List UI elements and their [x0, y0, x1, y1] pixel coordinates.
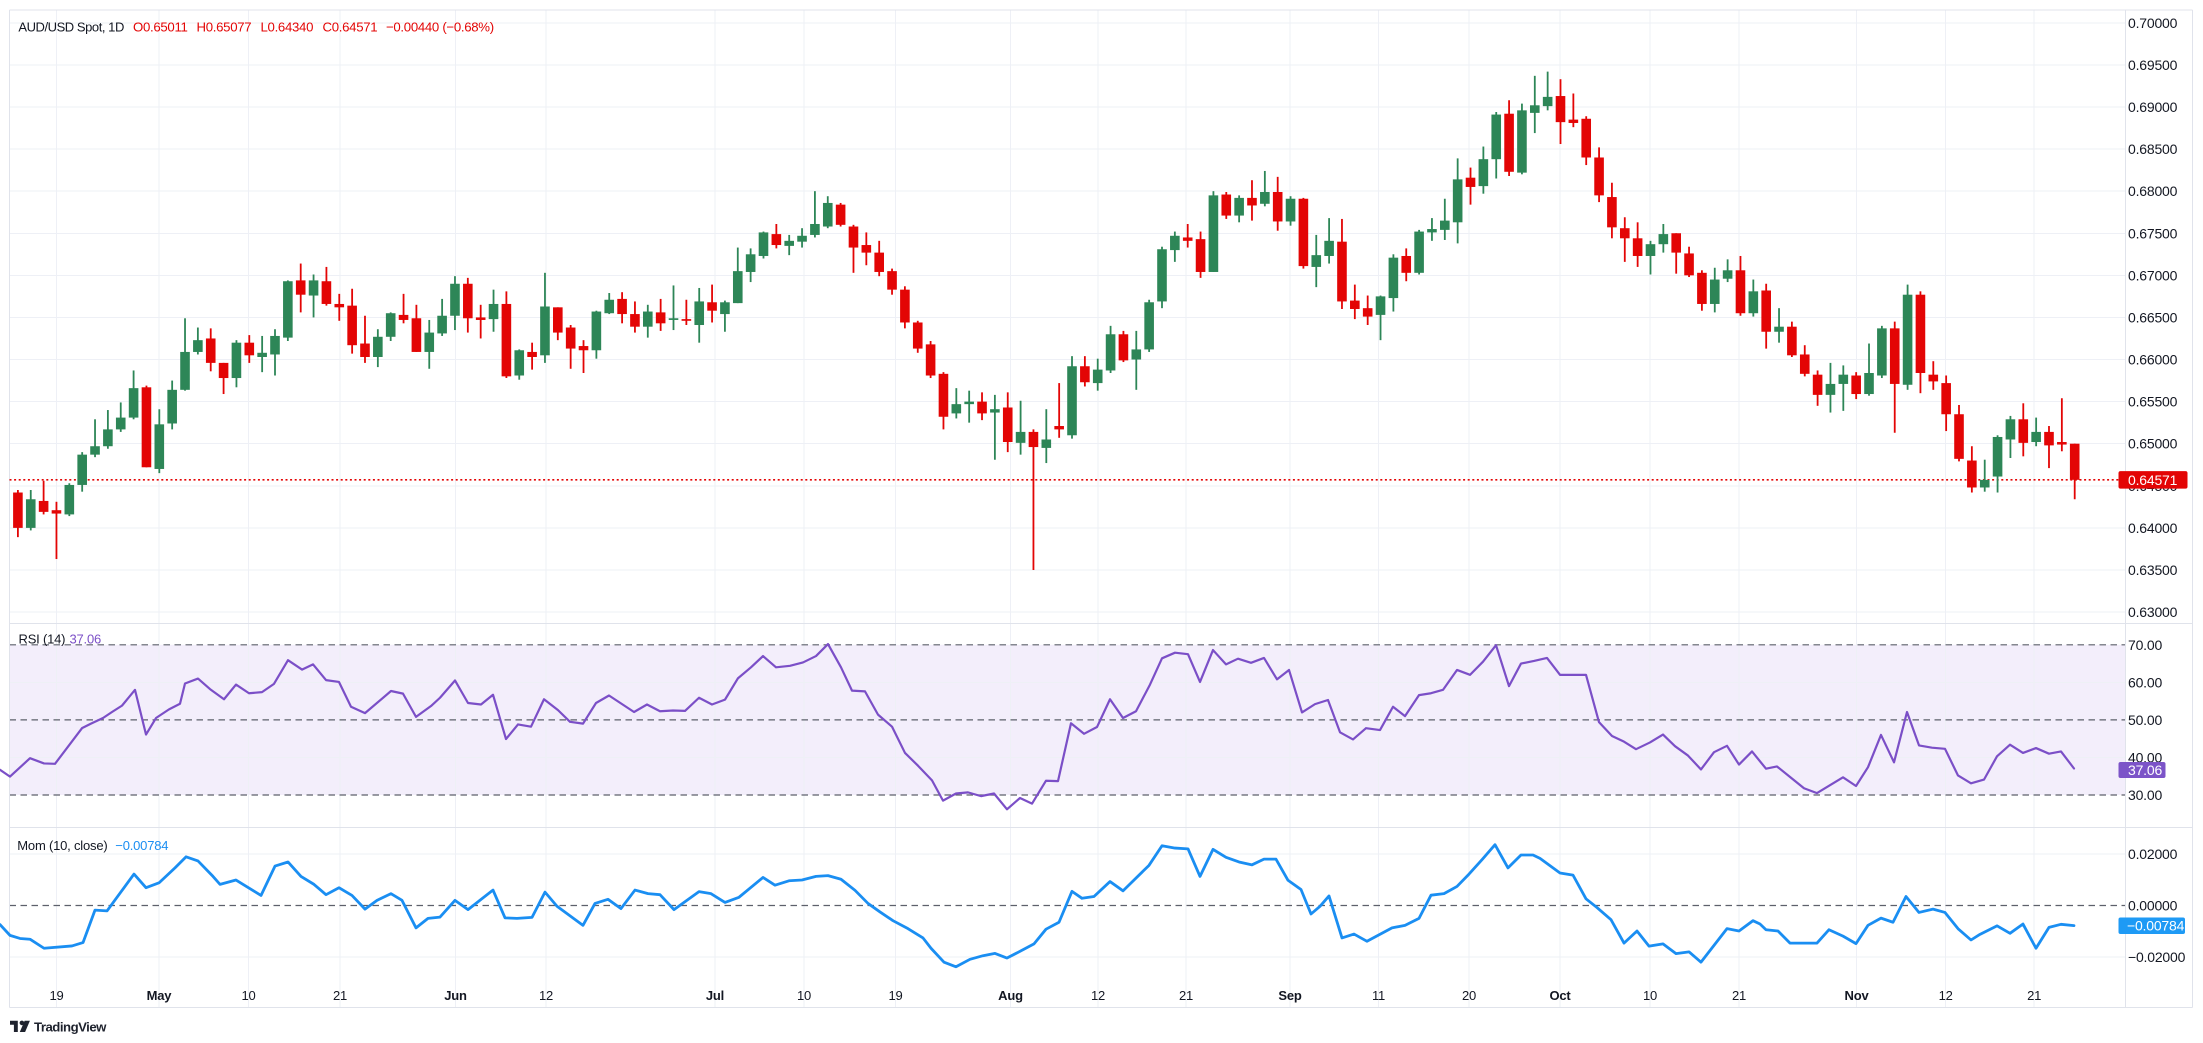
svg-text:40.00: 40.00 — [2128, 750, 2162, 766]
svg-text:0.70000: 0.70000 — [2128, 15, 2178, 31]
svg-text:21: 21 — [333, 988, 347, 1003]
svg-text:19: 19 — [888, 988, 902, 1003]
svg-text:−0.00784: −0.00784 — [115, 838, 168, 853]
svg-text:0.02000: 0.02000 — [2128, 846, 2178, 862]
svg-text:−0.00784: −0.00784 — [2127, 917, 2185, 933]
svg-text:37.06: 37.06 — [2128, 762, 2162, 778]
svg-text:0.00000: 0.00000 — [2128, 898, 2178, 914]
svg-text:10: 10 — [241, 988, 255, 1003]
svg-text:O0.65011: O0.65011 — [133, 20, 188, 35]
svg-text:12: 12 — [1091, 988, 1105, 1003]
svg-text:0.64000: 0.64000 — [2128, 520, 2178, 536]
svg-text:Jun: Jun — [444, 988, 467, 1003]
svg-text:10: 10 — [797, 988, 811, 1003]
svg-text:0.69500: 0.69500 — [2128, 57, 2178, 73]
svg-text:Mom (10, close): Mom (10, close) — [17, 838, 107, 853]
svg-text:0.63000: 0.63000 — [2128, 604, 2178, 620]
svg-text:0.65000: 0.65000 — [2128, 436, 2178, 452]
svg-text:−0.00440 (−0.68%): −0.00440 (−0.68%) — [386, 20, 494, 35]
svg-text:0.69000: 0.69000 — [2128, 99, 2178, 115]
svg-text:11: 11 — [1372, 988, 1385, 1003]
svg-text:21: 21 — [1732, 988, 1746, 1003]
svg-text:0.64571: 0.64571 — [2128, 472, 2178, 488]
svg-text:50.00: 50.00 — [2128, 712, 2162, 728]
svg-text:70.00: 70.00 — [2128, 637, 2162, 653]
svg-text:0.66000: 0.66000 — [2128, 352, 2178, 368]
svg-text:19: 19 — [49, 988, 63, 1003]
svg-text:TradingView: TradingView — [34, 1020, 107, 1035]
svg-text:0.68500: 0.68500 — [2128, 141, 2178, 157]
svg-text:0.67500: 0.67500 — [2128, 225, 2178, 241]
svg-text:30.00: 30.00 — [2128, 787, 2162, 803]
svg-text:Oct: Oct — [1549, 988, 1571, 1003]
svg-text:20: 20 — [1462, 988, 1476, 1003]
svg-text:Sep: Sep — [1278, 988, 1302, 1003]
svg-text:0.63500: 0.63500 — [2128, 562, 2178, 578]
svg-text:21: 21 — [2027, 988, 2041, 1003]
svg-text:0.67000: 0.67000 — [2128, 267, 2178, 283]
svg-text:C0.64571: C0.64571 — [323, 20, 378, 35]
svg-text:21: 21 — [1179, 988, 1193, 1003]
svg-text:AUD/USD Spot, 1D: AUD/USD Spot, 1D — [18, 20, 124, 35]
svg-text:Nov: Nov — [1845, 988, 1870, 1003]
svg-text:10: 10 — [1643, 988, 1657, 1003]
svg-text:Jul: Jul — [706, 988, 724, 1003]
svg-text:12: 12 — [539, 988, 553, 1003]
svg-text:H0.65077: H0.65077 — [197, 20, 252, 35]
svg-text:60.00: 60.00 — [2128, 674, 2162, 690]
svg-text:RSI (14): RSI (14) — [19, 632, 66, 647]
svg-text:37.06: 37.06 — [70, 632, 102, 647]
svg-text:0.65500: 0.65500 — [2128, 394, 2178, 410]
svg-text:May: May — [147, 988, 173, 1003]
svg-text:−0.02000: −0.02000 — [2128, 949, 2186, 965]
svg-text:12: 12 — [1939, 988, 1953, 1003]
svg-text:Aug: Aug — [998, 988, 1023, 1003]
svg-text:L0.64340: L0.64340 — [261, 20, 314, 35]
svg-text:0.68000: 0.68000 — [2128, 183, 2178, 199]
svg-text:0.66500: 0.66500 — [2128, 309, 2178, 325]
